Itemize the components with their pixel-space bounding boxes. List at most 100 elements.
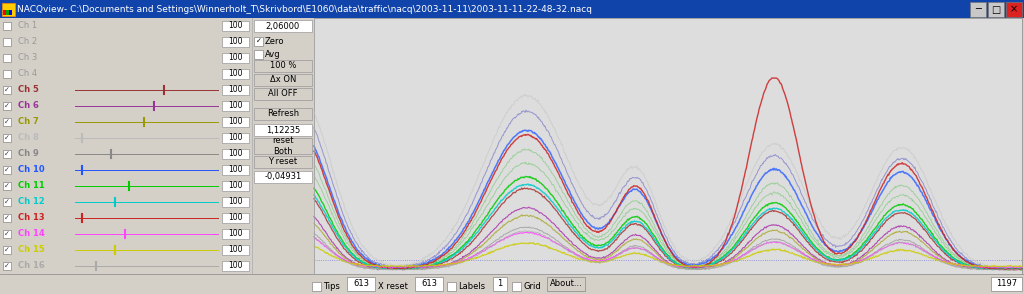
Bar	[222, 133, 249, 143]
Text: 100: 100	[228, 230, 243, 238]
Bar	[3, 38, 11, 46]
Text: ✓: ✓	[4, 167, 10, 173]
Text: ✓: ✓	[4, 231, 10, 237]
Text: Δx ON: Δx ON	[269, 76, 296, 84]
Text: 100: 100	[228, 69, 243, 78]
Bar	[222, 181, 249, 191]
Text: NACQview- C:\Documents and Settings\Winnerholt_T\Skrivbord\E1060\data\traffic\na: NACQview- C:\Documents and Settings\Winn…	[17, 4, 592, 14]
Text: 100: 100	[228, 54, 243, 63]
Bar	[991, 277, 1022, 291]
Text: 100 %: 100 %	[269, 61, 296, 71]
Text: Ch 9: Ch 9	[18, 150, 39, 158]
Bar	[0, 274, 1024, 294]
Bar	[3, 150, 11, 158]
Text: X reset: X reset	[378, 282, 408, 291]
Text: 613: 613	[421, 280, 437, 288]
Text: 100: 100	[228, 86, 243, 94]
Text: Ch 4: Ch 4	[18, 69, 37, 78]
Text: 100: 100	[228, 198, 243, 206]
Bar	[222, 101, 249, 111]
Bar	[222, 37, 249, 47]
Bar	[254, 88, 312, 100]
Bar	[415, 277, 443, 291]
Text: 100: 100	[228, 150, 243, 158]
Text: Labels: Labels	[458, 282, 485, 291]
Text: 1: 1	[498, 280, 503, 288]
Bar	[222, 117, 249, 127]
Bar	[2, 3, 15, 16]
Text: Y reset: Y reset	[268, 158, 298, 166]
Text: reset
Both: reset Both	[272, 136, 294, 156]
Text: 100: 100	[228, 118, 243, 126]
Text: 2,06000: 2,06000	[266, 21, 300, 31]
Text: 100: 100	[228, 261, 243, 270]
Bar	[3, 86, 11, 94]
Bar	[222, 53, 249, 63]
Text: 1,12235: 1,12235	[266, 126, 300, 134]
Text: ×: ×	[1010, 4, 1018, 14]
Bar	[1006, 2, 1022, 17]
Text: ✓: ✓	[4, 199, 10, 205]
Bar	[3, 214, 11, 222]
Bar	[222, 229, 249, 239]
Text: Ch 7: Ch 7	[18, 118, 39, 126]
Bar	[254, 20, 312, 32]
Text: ✓: ✓	[4, 263, 10, 269]
Text: 1197: 1197	[996, 280, 1017, 288]
Bar	[3, 182, 11, 190]
Bar	[3, 134, 11, 142]
Text: Ch 15: Ch 15	[18, 245, 45, 255]
Text: -0,04931: -0,04931	[264, 173, 302, 181]
Text: ✓: ✓	[4, 87, 10, 93]
Bar	[9, 10, 12, 15]
Bar	[3, 246, 11, 254]
Text: ✓: ✓	[4, 135, 10, 141]
Bar	[222, 69, 249, 79]
Bar	[222, 21, 249, 31]
Text: ✓: ✓	[4, 151, 10, 157]
Bar	[512, 282, 521, 291]
Bar	[254, 60, 312, 72]
Bar	[3, 198, 11, 206]
Bar	[222, 149, 249, 159]
Text: Ch 1: Ch 1	[18, 21, 37, 31]
Bar	[3, 118, 11, 126]
Bar	[6, 10, 9, 15]
Bar	[3, 166, 11, 174]
Text: Ch 11: Ch 11	[18, 181, 45, 191]
Bar	[3, 22, 11, 30]
Bar	[254, 156, 312, 168]
Bar	[3, 230, 11, 238]
Text: ✓: ✓	[4, 103, 10, 109]
Bar	[254, 50, 263, 59]
Text: Ch 8: Ch 8	[18, 133, 39, 143]
Text: Ch 12: Ch 12	[18, 198, 45, 206]
Bar	[3, 70, 11, 78]
Bar	[254, 74, 312, 86]
Text: ✓: ✓	[4, 215, 10, 221]
Text: ✓: ✓	[4, 247, 10, 253]
Text: 613: 613	[353, 280, 369, 288]
Bar	[3, 54, 11, 62]
Text: 100: 100	[228, 166, 243, 175]
Bar	[547, 277, 585, 291]
Text: 100: 100	[228, 38, 243, 46]
Bar	[254, 37, 263, 46]
Text: 100: 100	[228, 245, 243, 255]
Text: 100: 100	[228, 133, 243, 143]
Text: Ch 13: Ch 13	[18, 213, 45, 223]
Text: Ch 14: Ch 14	[18, 230, 45, 238]
Bar	[222, 261, 249, 271]
Bar	[3, 102, 11, 110]
Bar	[254, 124, 312, 136]
Bar	[254, 108, 312, 120]
Text: ✓: ✓	[4, 183, 10, 189]
Text: ✓: ✓	[256, 39, 261, 44]
Text: □: □	[991, 4, 1000, 14]
Bar	[493, 277, 507, 291]
Text: 100: 100	[228, 181, 243, 191]
Text: Ch 2: Ch 2	[18, 38, 37, 46]
Text: 100: 100	[228, 21, 243, 31]
Bar	[3, 262, 11, 270]
Bar	[314, 18, 1022, 274]
